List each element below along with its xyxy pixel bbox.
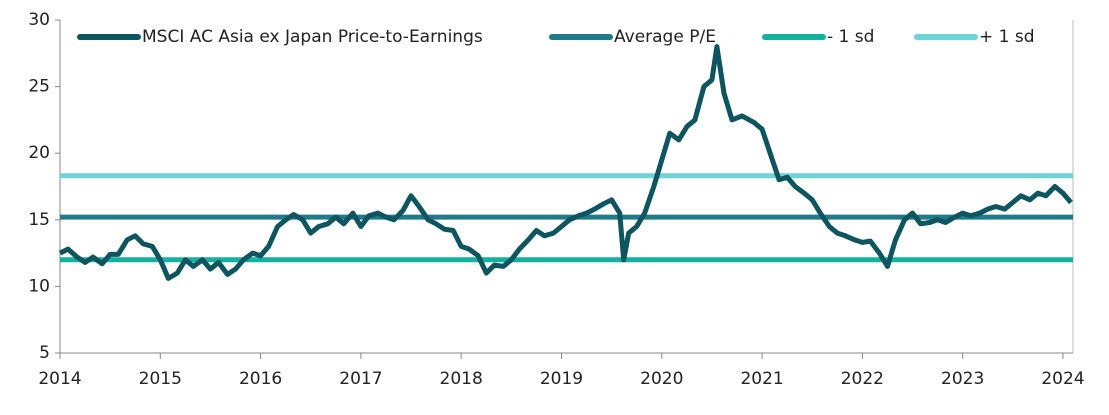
x-tick-label: 2017 — [339, 369, 382, 389]
y-tick-label: 10 — [28, 276, 50, 296]
x-tick-label: 2020 — [640, 369, 683, 389]
x-tick-label: 2016 — [239, 369, 282, 389]
y-tick-label: 5 — [39, 343, 50, 363]
x-tick-label: 2022 — [841, 369, 884, 389]
legend-label: MSCI AC Asia ex Japan Price-to-Earnings — [142, 27, 483, 47]
legend-label: Average P/E — [614, 27, 716, 47]
x-tick-label: 2018 — [440, 369, 483, 389]
x-tick-label: 2015 — [139, 369, 182, 389]
series-line — [58, 44, 1073, 281]
x-tick-label: 2024 — [1041, 369, 1084, 389]
y-tick-label: 25 — [28, 77, 50, 97]
y-tick-label: 15 — [28, 210, 50, 230]
x-tick-label: 2014 — [38, 369, 81, 389]
x-tick-label: 2023 — [941, 369, 984, 389]
y-tick-label: 20 — [28, 143, 50, 163]
legend-label: - 1 sd — [827, 27, 874, 47]
x-tick-label: 2021 — [740, 369, 783, 389]
y-tick-label: 30 — [28, 10, 50, 30]
legend-label: + 1 sd — [979, 27, 1035, 47]
x-tick-label: 2019 — [540, 369, 583, 389]
